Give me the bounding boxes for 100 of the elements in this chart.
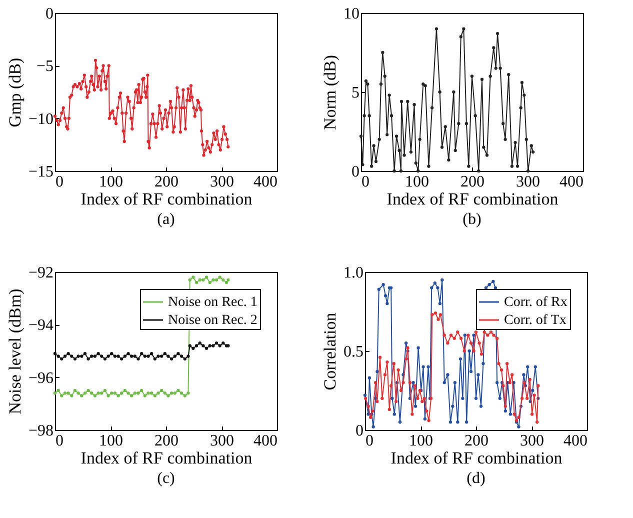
point [136,357,140,360]
point [130,354,134,358]
point [113,354,117,358]
point [146,354,150,358]
point [143,394,146,398]
point [110,352,114,356]
point [53,392,57,395]
legend-label: Corr. of Rx [504,295,568,310]
y-tick-label: 0 [46,6,54,22]
point [103,388,107,392]
point [198,342,202,345]
point [110,392,114,395]
x-tick-label: 200 [464,432,488,450]
y-tick-label: −96 [28,370,54,387]
point [100,354,104,358]
x-tick-label: 300 [520,432,544,450]
point [214,278,218,282]
point [208,344,212,348]
point [146,392,150,395]
point [116,394,120,398]
point [60,357,64,360]
point [80,394,84,398]
point [73,388,77,392]
point [222,342,225,345]
y-tick-label: −10 [28,110,54,128]
point [123,388,127,392]
point [202,344,205,348]
point [202,278,205,282]
point [106,354,110,358]
x-tick-label: 200 [154,174,178,190]
point [212,344,215,348]
point [76,392,80,395]
point [133,354,136,358]
point [166,394,170,398]
x-tick-label: 100 [405,174,429,190]
text: (a) [157,211,175,228]
point [90,354,94,358]
legend-label: Corr. of Tx [504,313,566,328]
point [53,352,57,356]
point [218,344,222,348]
x-tick-label: 400 [254,174,278,190]
point [192,346,195,350]
x-tick-label: 400 [560,174,584,190]
point [166,354,170,358]
legend-label: Noise on Rec. 1 [168,295,258,310]
text: (d) [466,470,486,487]
point [113,392,117,395]
point [176,388,180,392]
text: (c) [157,470,175,487]
x-tick-label: 300 [210,174,234,190]
point [156,392,160,395]
point [56,354,60,358]
point [173,354,176,358]
point [173,392,176,395]
point [120,357,124,360]
point [150,352,154,356]
y-tick-label: 10 [344,6,360,22]
point [170,392,174,395]
point [224,280,228,284]
x-tick-label: 300 [516,174,540,190]
x-tick-label: 200 [154,432,178,450]
x-tick-label: 300 [210,432,234,450]
x-axis-title: Index of RF combination [386,190,559,208]
point [212,278,215,282]
point [194,280,198,284]
y-axis-title: Norm (dB) [320,54,340,130]
point [214,342,218,345]
point [66,352,70,356]
point [66,392,70,395]
point [180,392,184,395]
point [103,357,107,360]
point [63,354,67,358]
point [143,354,146,358]
point [140,388,144,392]
point [222,278,225,282]
point [116,354,120,358]
point [86,388,90,392]
point [93,354,97,358]
point [153,357,156,360]
point [133,392,136,395]
y-axis-title: Noise level (dBm) [5,288,24,414]
point [96,392,100,395]
point [63,392,67,395]
point [100,392,104,395]
point [126,392,130,395]
point [160,388,164,392]
y-tick-label: −15 [28,164,54,180]
point [73,357,77,360]
y-tick-label: −98 [28,422,54,440]
point [186,392,190,395]
point [83,392,87,395]
x-tick-label: 200 [460,174,484,190]
point [93,394,97,398]
point [186,354,190,358]
point [56,388,60,392]
y-tick-label: −94 [28,317,54,334]
point [83,352,87,356]
y-tick-label: 0.5 [344,344,364,360]
point [60,394,64,398]
y-axis-title: Gmp (dB) [5,58,24,128]
